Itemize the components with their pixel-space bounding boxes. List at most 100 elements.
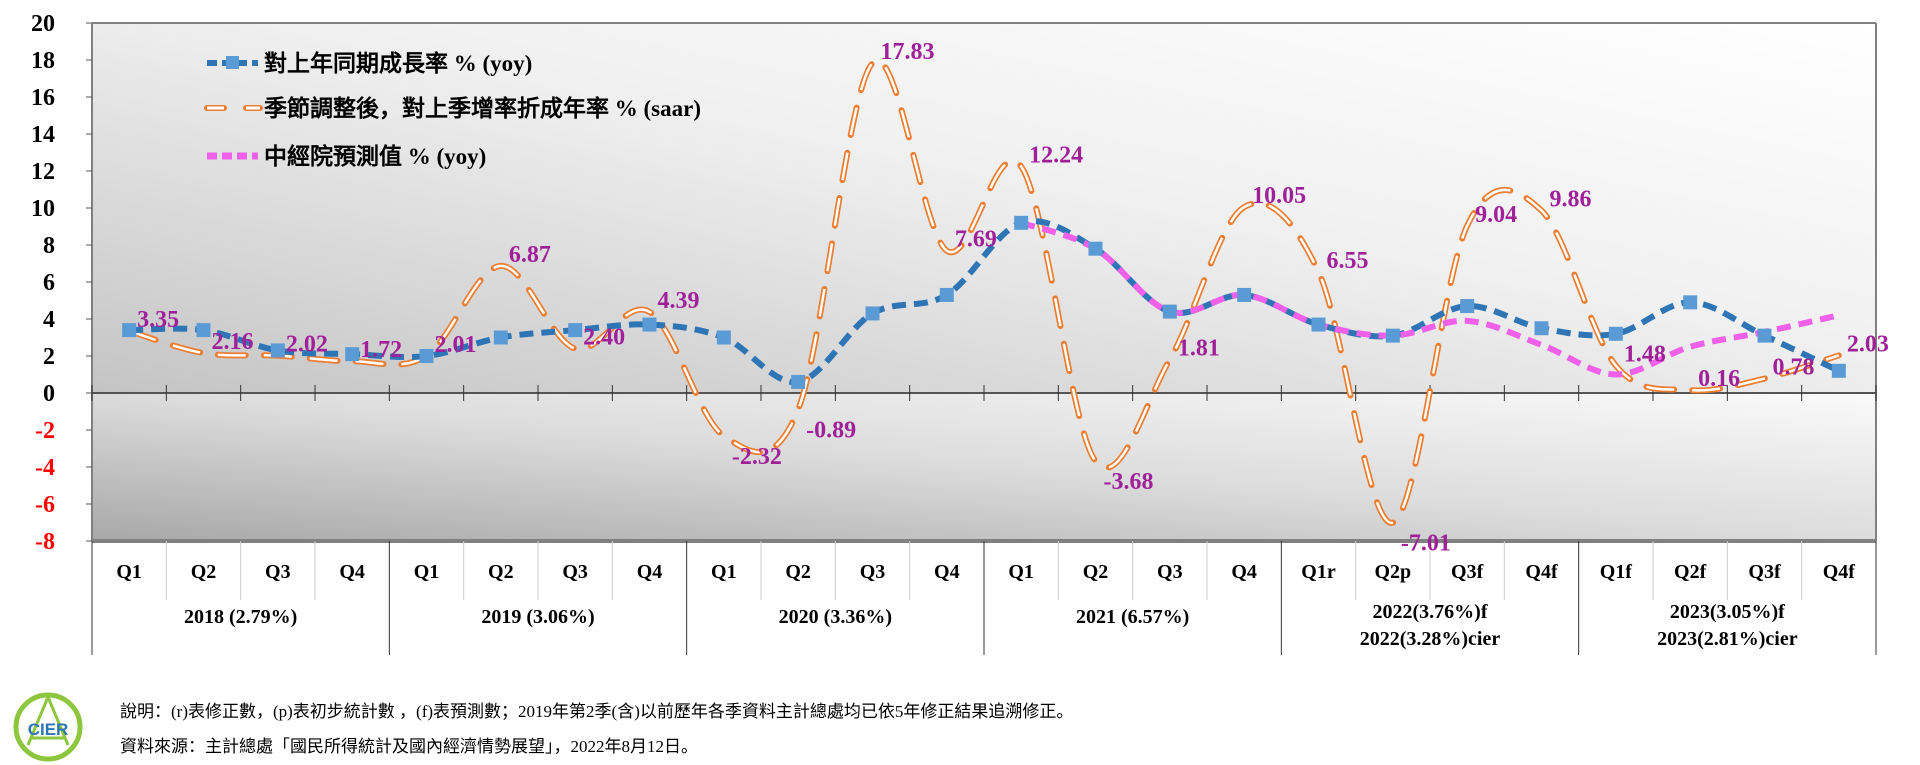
yoy-marker: [1088, 241, 1103, 256]
x-group-label-cier: 2023(2.81%)cier: [1657, 628, 1798, 650]
cier-forecast-line: [1020, 219, 1840, 378]
legend-item-yoy: 對上年同期成長率 % (yoy): [207, 50, 532, 76]
saar-data-label: 9.04: [1475, 202, 1517, 228]
saar-data-label: 17.83: [881, 39, 935, 65]
saar-data-label: 6.55: [1327, 248, 1369, 274]
legend-label-yoy: 對上年同期成長率 % (yoy): [264, 50, 532, 76]
yoy-marker: [568, 323, 583, 338]
saar-data-label: 1.48: [1624, 342, 1666, 368]
y-tick-label: 8: [43, 233, 55, 259]
saar-line-inner: [128, 59, 1840, 524]
x-group-label-cier: 2022(3.28%)cier: [1360, 628, 1501, 650]
legend-label-saar: 季節調整後，對上季增率折成年率 % (saar): [264, 95, 701, 121]
saar-data-label: 2.01: [435, 332, 477, 358]
y-tick-label: -4: [35, 455, 55, 481]
saar-data-label: 3.35: [137, 307, 179, 333]
saar-data-label: 1.72: [360, 337, 402, 363]
legend: 對上年同期成長率 % (yoy) 季節調整後，對上季增率折成年率 % (saar…: [204, 50, 701, 169]
saar-data-label: 7.69: [955, 227, 997, 253]
saar-data-label: 4.39: [658, 288, 700, 314]
yoy-marker: [196, 323, 211, 338]
x-category-label: Q3: [860, 561, 886, 583]
footer-note: 說明：(r)表修正數，(p)表初步統計數 ，(f)表預測數；2019年第2季(含…: [120, 702, 1074, 721]
x-category-label: Q3: [562, 561, 588, 583]
saar-data-label: 6.87: [509, 242, 551, 268]
saar-data-label: 9.86: [1550, 187, 1592, 213]
yoy-marker: [1534, 321, 1549, 336]
x-category-label: Q2p: [1374, 561, 1411, 583]
saar-data-label: 0.16: [1698, 366, 1740, 392]
saar-data-label: 2.40: [583, 325, 625, 351]
x-group-label: 2022(3.76%)f: [1373, 601, 1488, 623]
x-category-label: Q4f: [1823, 561, 1856, 583]
saar-data-label: 12.24: [1029, 143, 1083, 169]
x-category-label: Q2: [488, 561, 514, 583]
yoy-marker: [865, 306, 880, 321]
saar-data-label: 10.05: [1252, 183, 1306, 209]
yoy-marker: [1311, 317, 1326, 332]
x-category-label: Q1r: [1301, 561, 1336, 583]
saar-data-label: 2.02: [286, 332, 328, 358]
saar-data-label: -7.01: [1401, 531, 1451, 557]
x-group-label: 2023(3.05%)f: [1670, 601, 1785, 623]
x-category-label: Q1: [1008, 561, 1034, 583]
yoy-marker: [716, 330, 731, 345]
legend-item-saar: 季節調整後，對上季增率折成年率 % (saar): [204, 95, 701, 121]
y-tick-label: -8: [35, 529, 55, 555]
x-category-label: Q3f: [1451, 561, 1484, 583]
cier-logo: CIER: [13, 692, 83, 762]
x-category-label: Q1: [711, 561, 737, 583]
x-category-label: Q4f: [1525, 561, 1558, 583]
x-category-label: Q4: [934, 561, 960, 583]
y-tick-label: 10: [31, 196, 55, 222]
yoy-marker: [493, 330, 508, 345]
plot-area-negative: [92, 393, 1876, 541]
y-tick-label: 20: [31, 11, 55, 37]
legend-item-cier: 中經院預測值 % (yoy): [207, 143, 486, 169]
yoy-marker: [1460, 299, 1475, 314]
y-tick-label: 4: [43, 307, 55, 333]
x-category-label: Q2: [785, 561, 811, 583]
x-category-label: Q2: [191, 561, 217, 583]
x-category-label: Q2f: [1674, 561, 1707, 583]
yoy-marker: [791, 374, 806, 389]
x-category-label: Q3: [1157, 561, 1183, 583]
y-tick-label: 14: [31, 122, 55, 148]
yoy-marker: [1385, 328, 1400, 343]
x-category-label: Q2: [1083, 561, 1109, 583]
yoy-marker: [270, 343, 285, 358]
x-group-label: 2018 (2.79%): [184, 606, 297, 628]
saar-data-label: -3.68: [1104, 469, 1154, 495]
yoy-marker: [1831, 363, 1846, 378]
yoy-marker: [419, 349, 434, 363]
saar-data-label: 2.16: [212, 329, 254, 355]
y-tick-label: -2: [35, 418, 55, 444]
yoy-marker: [1237, 287, 1252, 302]
x-category-label: Q1: [414, 561, 440, 583]
saar-data-label: -2.32: [732, 444, 782, 470]
legend-label-cier: 中經院預測值 % (yoy): [264, 143, 486, 169]
yoy-marker: [1757, 328, 1772, 343]
saar-data-label: -0.89: [806, 417, 856, 443]
yoy-marker: [1608, 326, 1623, 341]
x-category-label: Q4: [1231, 561, 1257, 583]
x-category-label: Q3f: [1748, 561, 1781, 583]
svg-text:CIER: CIER: [28, 720, 69, 739]
saar-data-label: 2.03: [1847, 331, 1889, 357]
saar-data-label: 1.81: [1178, 336, 1220, 362]
yoy-marker: [345, 347, 360, 362]
yoy-line: [129, 218, 1841, 385]
x-group-label: 2021 (6.57%): [1076, 606, 1189, 628]
x-category-label: Q4: [637, 561, 663, 583]
y-tick-label: 18: [31, 48, 55, 74]
yoy-marker: [1683, 295, 1698, 310]
saar-data-label: 0.78: [1773, 355, 1815, 381]
yoy-marker: [642, 317, 657, 332]
yoy-marker: [122, 323, 137, 338]
x-category-label: Q1f: [1600, 561, 1633, 583]
y-tick-label: 0: [43, 381, 55, 407]
yoy-marker: [939, 287, 954, 302]
yoy-marker: [1162, 304, 1177, 319]
y-tick-label: 16: [31, 85, 55, 111]
